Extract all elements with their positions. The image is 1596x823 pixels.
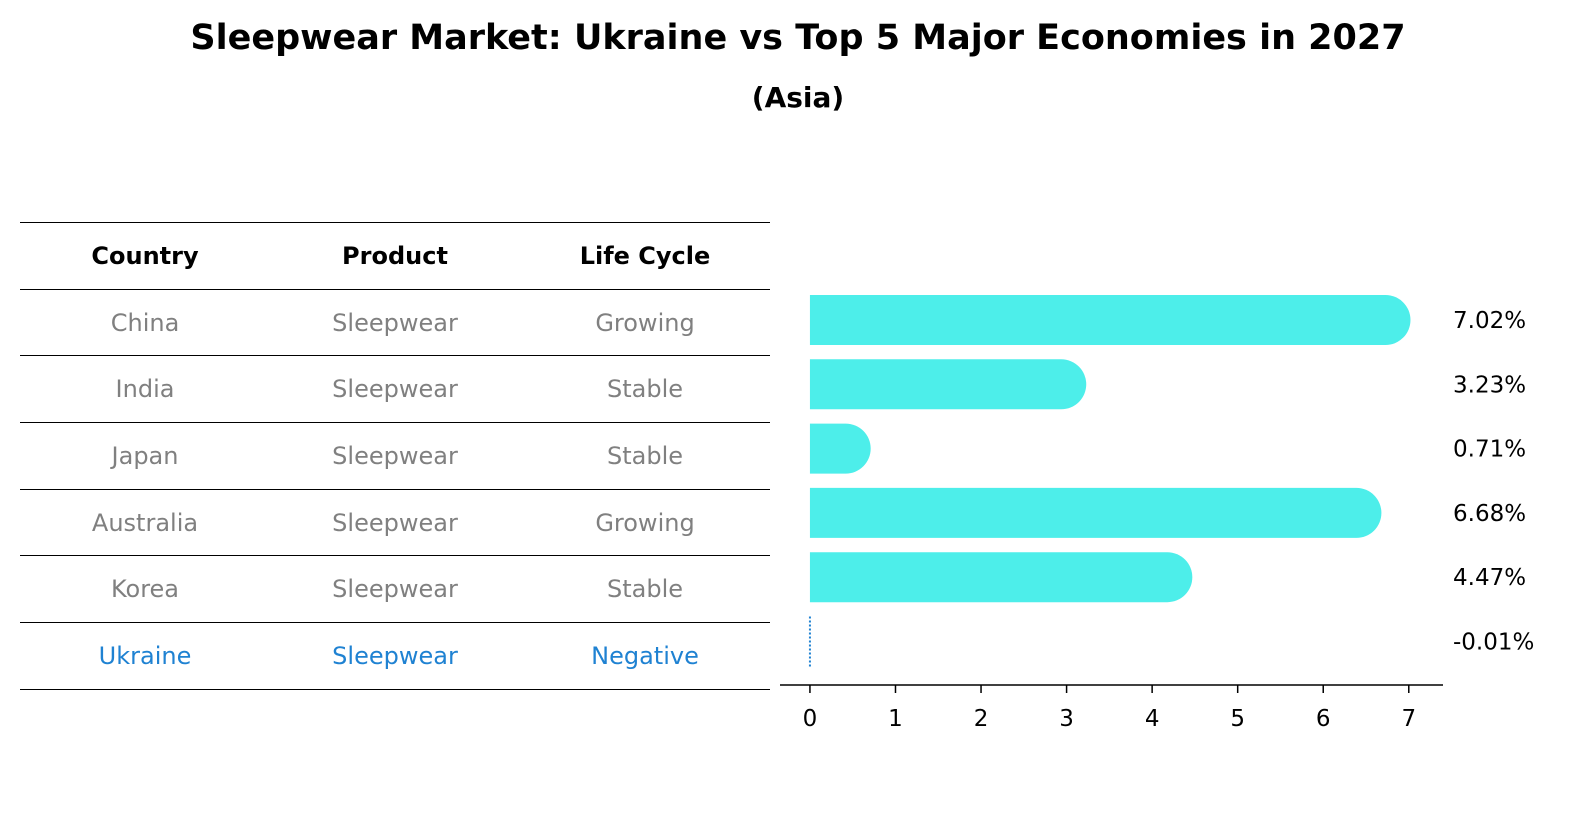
cell-product: Sleepwear <box>270 622 520 690</box>
bar-china <box>809 295 1411 345</box>
cell-country: Korea <box>20 555 270 624</box>
x-tick-label: 7 <box>1401 706 1416 732</box>
cell-life-cycle: Negative <box>520 622 770 690</box>
cell-product: Sleepwear <box>270 488 520 557</box>
table-row: Australia Sleepwear Growing <box>20 488 770 557</box>
cell-product: Sleepwear <box>270 422 520 490</box>
bar-japan <box>809 423 871 474</box>
table-row: Korea Sleepwear Stable <box>20 555 770 624</box>
table-row-highlighted: Ukraine Sleepwear Negative <box>20 622 770 690</box>
x-tick-label: 3 <box>1059 706 1074 732</box>
cell-life-cycle: Growing <box>520 488 770 557</box>
bar-chart: 7.02% 3.23% 0.71% 6.68% 4.47% -0.01% 0 1 2 3 4 5 6 7 <box>780 295 1534 732</box>
chart-title: Sleepwear Market: Ukraine vs Top 5 Major… <box>190 18 1406 58</box>
cell-life-cycle: Growing <box>520 288 770 357</box>
data-label: 3.23% <box>1453 372 1526 398</box>
cell-country: Japan <box>20 422 270 490</box>
x-tick-label: 6 <box>1316 706 1331 732</box>
cell-country: China <box>20 288 270 357</box>
x-tick-label: 1 <box>888 706 903 732</box>
cell-life-cycle: Stable <box>520 422 770 490</box>
cell-life-cycle: Stable <box>520 555 770 624</box>
header-country: Country <box>20 222 270 290</box>
chart-subtitle: (Asia) <box>751 81 845 114</box>
bar-korea <box>809 552 1193 603</box>
table-row: India Sleepwear Stable <box>20 355 770 424</box>
cell-country: Ukraine <box>20 622 270 690</box>
table-row: Japan Sleepwear Stable <box>20 422 770 490</box>
data-label: 7.02% <box>1453 308 1526 334</box>
data-label: 4.47% <box>1453 565 1526 591</box>
header-life-cycle: Life Cycle <box>520 222 770 290</box>
data-label: -0.01% <box>1453 630 1534 656</box>
market-table: Country Product Life Cycle China Sleepwe… <box>20 222 770 690</box>
x-tick-label: 5 <box>1230 706 1245 732</box>
data-label: 6.68% <box>1453 501 1526 527</box>
data-label: 0.71% <box>1453 437 1526 463</box>
cell-life-cycle: Stable <box>520 355 770 424</box>
bar-australia <box>809 487 1382 538</box>
cell-product: Sleepwear <box>270 555 520 624</box>
cell-country: Australia <box>20 488 270 557</box>
cell-product: Sleepwear <box>270 355 520 424</box>
bar-india <box>809 359 1087 410</box>
table-row: China Sleepwear Growing <box>20 288 770 357</box>
table-header-row: Country Product Life Cycle <box>20 222 770 290</box>
header-product: Product <box>270 222 520 290</box>
x-tick-label: 0 <box>803 706 818 732</box>
cell-product: Sleepwear <box>270 288 520 357</box>
cell-country: India <box>20 355 270 424</box>
x-tick-label: 2 <box>974 706 989 732</box>
x-tick-label: 4 <box>1145 706 1160 732</box>
